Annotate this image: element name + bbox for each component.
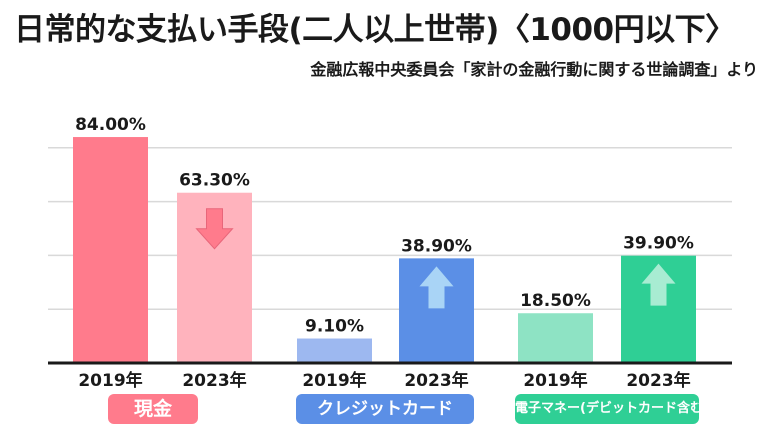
category-label-emoney: 電子マネー(デビットカード含む) xyxy=(515,394,709,424)
year-label-2-0: 2019年 xyxy=(523,370,587,391)
down-arrow-icon xyxy=(195,208,234,250)
data-label-0-1: 63.30% xyxy=(179,171,250,191)
bar-2-0 xyxy=(518,313,593,363)
year-label-0-0: 2019年 xyxy=(78,370,142,391)
year-label-1-1: 2023年 xyxy=(404,370,468,391)
data-label-2-0: 18.50% xyxy=(520,291,591,311)
up-arrow-icon xyxy=(641,263,676,306)
data-label-0-0: 84.00% xyxy=(75,115,146,135)
data-label-2-1: 39.90% xyxy=(623,234,694,254)
data-label-1-0: 9.10% xyxy=(305,317,364,337)
year-label-2-1: 2023年 xyxy=(626,370,690,391)
category-label-credit: クレジットカード xyxy=(296,394,474,424)
bar-1-0 xyxy=(297,338,372,363)
bar-0-0 xyxy=(73,137,148,363)
data-label-1-1: 38.90% xyxy=(401,236,472,256)
chart-subtitle: 金融広報中央委員会「家計の金融行動に関する世論調査」より xyxy=(310,60,758,79)
up-arrow-icon xyxy=(419,266,454,309)
year-label-1-0: 2019年 xyxy=(302,370,366,391)
chart-title: 日常的な支払い手段(二人以上世帯)〈1000円以下〉 xyxy=(14,12,736,48)
category-label-cash: 現金 xyxy=(108,394,198,424)
year-label-0-1: 2023年 xyxy=(182,370,246,391)
